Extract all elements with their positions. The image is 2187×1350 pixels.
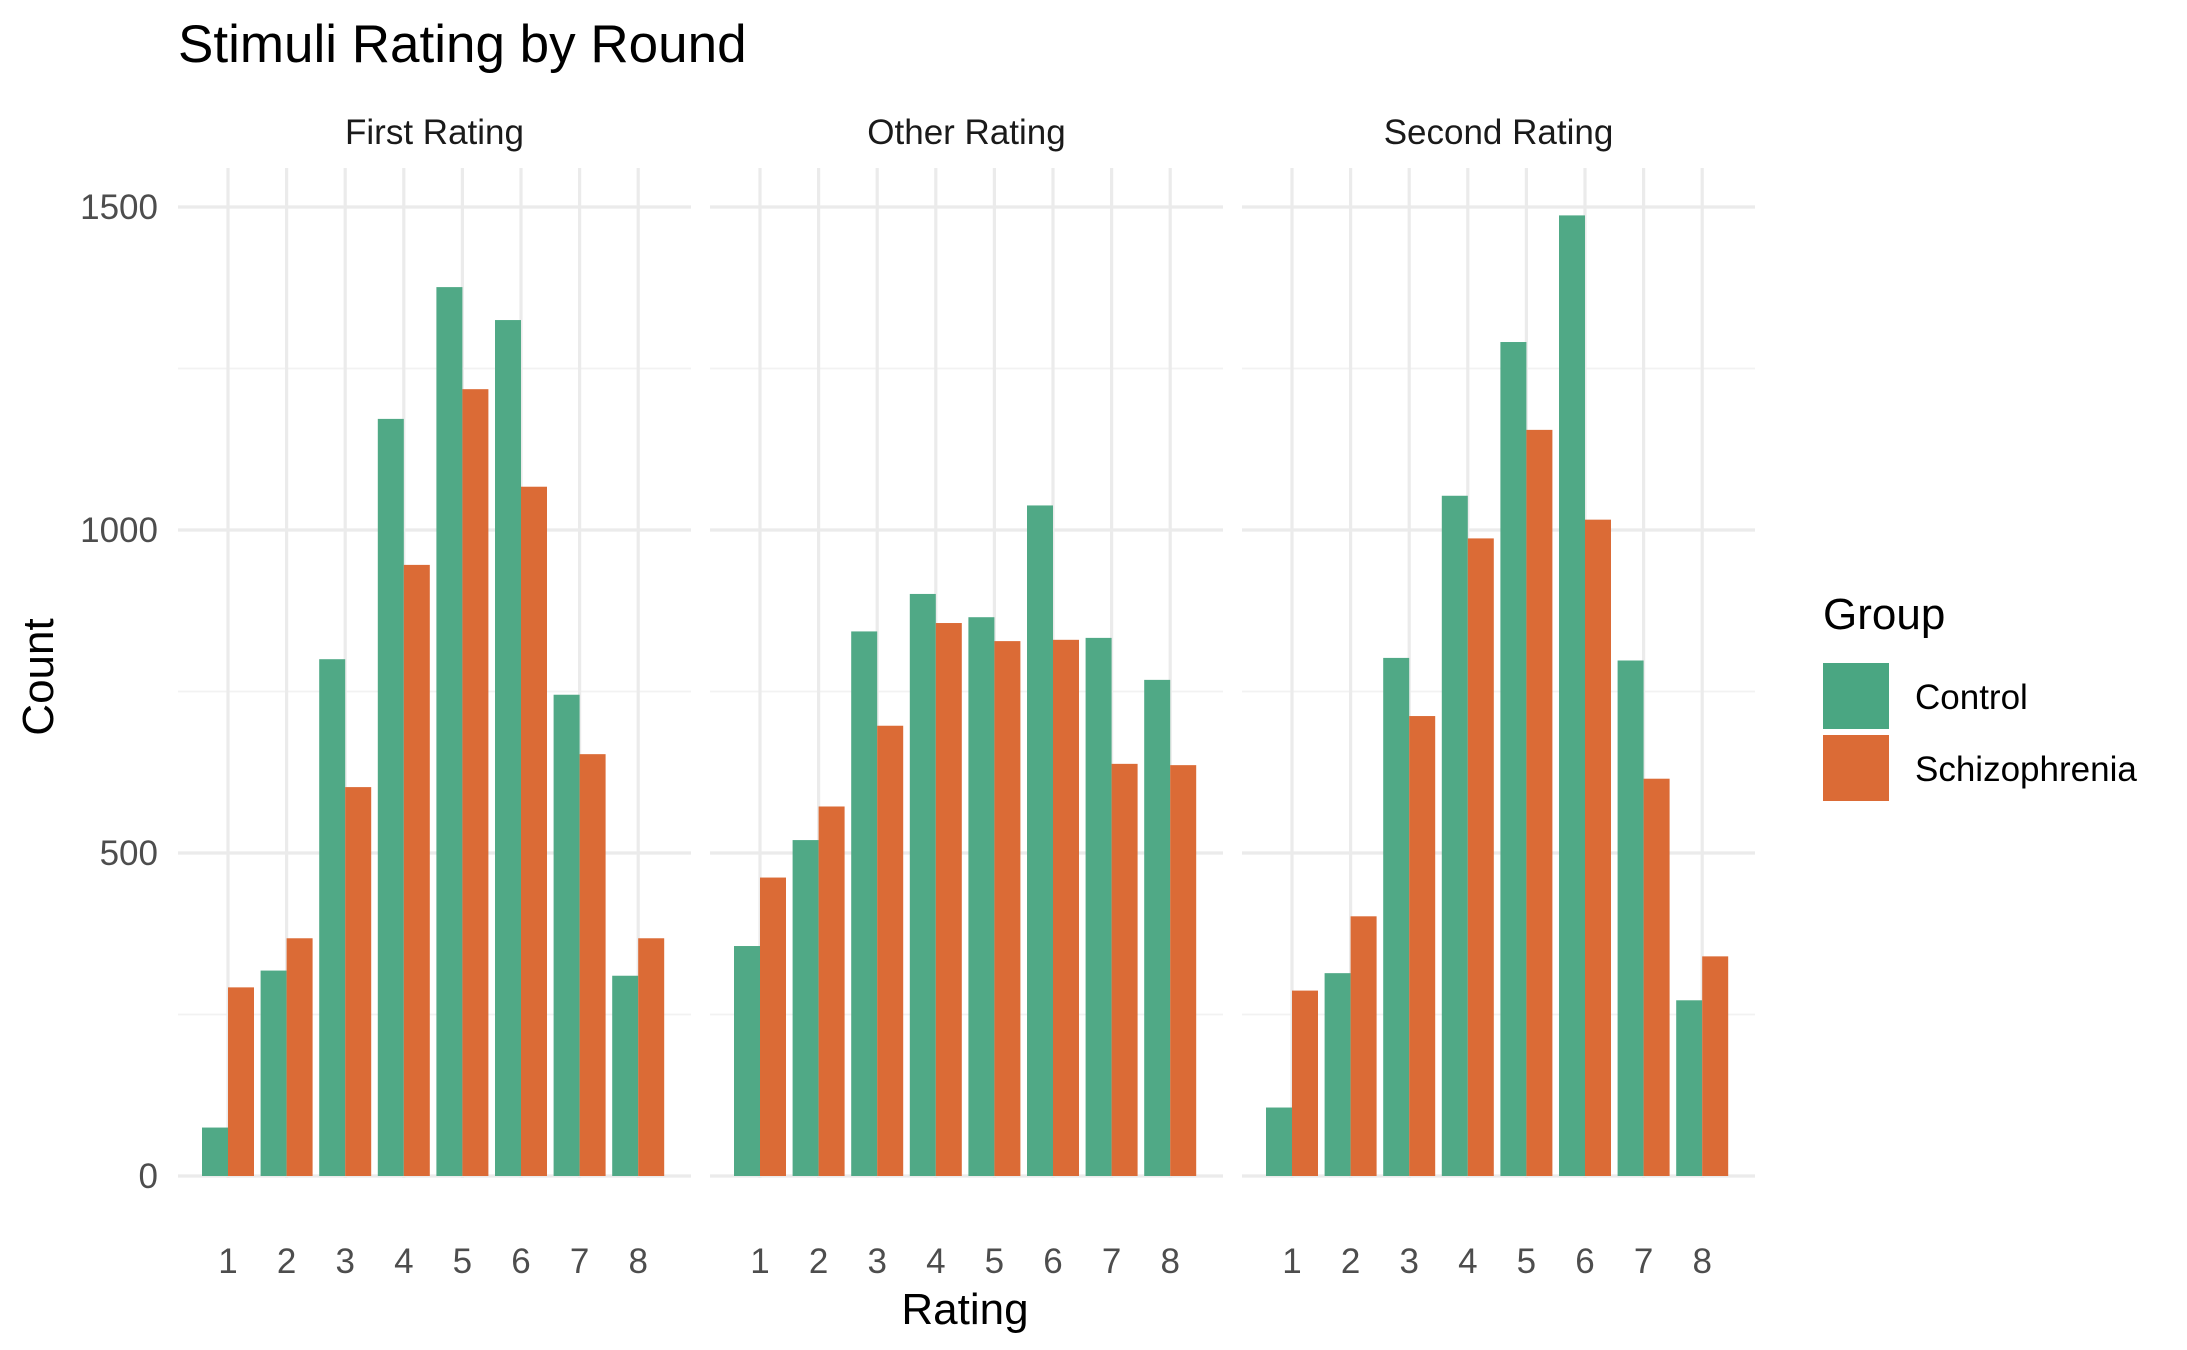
legend-label-control: Control bbox=[1915, 678, 2028, 717]
bar-schizophrenia-rating-1 bbox=[228, 987, 254, 1176]
chart-title: Stimuli Rating by Round bbox=[178, 15, 747, 74]
x-tick-label: 4 bbox=[394, 1242, 413, 1281]
legend-label-schizophrenia: Schizophrenia bbox=[1915, 750, 2137, 789]
x-tick-label: 2 bbox=[809, 1242, 828, 1281]
bar-schizophrenia-rating-6 bbox=[1053, 639, 1079, 1176]
bar-control-rating-5 bbox=[968, 617, 995, 1176]
bar-schizophrenia-rating-1 bbox=[760, 877, 786, 1176]
facet-strip-label: Second Rating bbox=[1384, 113, 1614, 152]
bar-control-rating-3 bbox=[1383, 657, 1410, 1176]
x-tick-label: 2 bbox=[277, 1242, 296, 1281]
bar-schizophrenia-rating-3 bbox=[1409, 716, 1436, 1176]
bar-schizophrenia-rating-2 bbox=[818, 806, 845, 1176]
bar-schizophrenia-rating-4 bbox=[403, 564, 430, 1176]
bar-schizophrenia-rating-8 bbox=[638, 938, 665, 1176]
bar-control-rating-7 bbox=[553, 694, 580, 1176]
bar-control-rating-8 bbox=[1144, 679, 1171, 1176]
bar-control-rating-4 bbox=[1441, 495, 1468, 1177]
bar-schizophrenia-rating-8 bbox=[1170, 765, 1197, 1176]
legend-key-control bbox=[1823, 663, 1889, 729]
x-tick-label: 2 bbox=[1341, 1242, 1360, 1281]
bar-schizophrenia-rating-4 bbox=[1467, 538, 1494, 1176]
bar-schizophrenia-rating-6 bbox=[521, 486, 547, 1176]
bar-schizophrenia-rating-4 bbox=[935, 623, 962, 1176]
facet-strip-label: Other Rating bbox=[867, 113, 1065, 152]
x-tick-label: 6 bbox=[511, 1242, 530, 1281]
bar-control-rating-5 bbox=[436, 287, 463, 1176]
bar-control-rating-7 bbox=[1617, 660, 1644, 1176]
facet-second-rating: Second Rating 1 2 3 4 5 6 7 8 bbox=[1242, 113, 1755, 1281]
x-tick-label: 6 bbox=[1043, 1242, 1062, 1281]
bar-schizophrenia-rating-5 bbox=[1526, 429, 1553, 1176]
x-tick-label: 4 bbox=[1458, 1242, 1477, 1281]
bar-control-rating-1 bbox=[1266, 1107, 1292, 1176]
x-tick-label: 3 bbox=[335, 1242, 354, 1281]
bar-control-rating-2 bbox=[792, 840, 819, 1176]
x-tick-label: 5 bbox=[1517, 1242, 1536, 1281]
bar-schizophrenia-rating-5 bbox=[994, 641, 1021, 1176]
y-tick-label: 1500 bbox=[80, 188, 158, 227]
bar-control-rating-5 bbox=[1500, 342, 1527, 1176]
y-axis-title: Count bbox=[14, 618, 63, 735]
bar-control-rating-3 bbox=[319, 659, 346, 1176]
bar-control-rating-8 bbox=[612, 975, 639, 1176]
bar-control-rating-6 bbox=[1027, 505, 1053, 1176]
legend: Group Control Schizophrenia bbox=[1823, 590, 2137, 801]
bar-control-rating-2 bbox=[1324, 973, 1351, 1176]
bar-schizophrenia-rating-2 bbox=[1350, 916, 1377, 1176]
x-tick-label: 8 bbox=[628, 1242, 647, 1281]
x-tick-label: 7 bbox=[1102, 1242, 1121, 1281]
bar-schizophrenia-rating-7 bbox=[579, 754, 606, 1176]
x-tick-label: 8 bbox=[1692, 1242, 1711, 1281]
x-tick-label: 5 bbox=[453, 1242, 472, 1281]
x-tick-label: 1 bbox=[750, 1242, 769, 1281]
bar-schizophrenia-rating-2 bbox=[286, 938, 313, 1176]
facet-other-rating: Other Rating 1 2 3 4 5 6 7 8 bbox=[710, 113, 1223, 1281]
bar-control-rating-4 bbox=[377, 418, 404, 1176]
x-tick-label: 8 bbox=[1160, 1242, 1179, 1281]
bar-control-rating-8 bbox=[1676, 1000, 1703, 1176]
bar-schizophrenia-rating-3 bbox=[877, 725, 904, 1176]
bar-schizophrenia-rating-6 bbox=[1585, 519, 1611, 1176]
bar-schizophrenia-rating-5 bbox=[462, 389, 489, 1176]
bar-control-rating-7 bbox=[1085, 637, 1112, 1176]
x-tick-label: 7 bbox=[570, 1242, 589, 1281]
x-tick-label: 1 bbox=[218, 1242, 237, 1281]
bar-control-rating-3 bbox=[851, 631, 878, 1176]
bar-control-rating-1 bbox=[202, 1127, 228, 1176]
x-tick-label: 5 bbox=[985, 1242, 1004, 1281]
y-tick-label: 1000 bbox=[80, 511, 158, 550]
facet-strip-label: First Rating bbox=[345, 113, 524, 152]
bar-control-rating-1 bbox=[734, 946, 760, 1176]
x-tick-label: 3 bbox=[1399, 1242, 1418, 1281]
y-tick-label: 0 bbox=[139, 1157, 158, 1196]
bar-schizophrenia-rating-8 bbox=[1702, 956, 1729, 1176]
bar-schizophrenia-rating-3 bbox=[345, 787, 372, 1176]
bar-schizophrenia-rating-1 bbox=[1292, 990, 1318, 1176]
x-axis-title: Rating bbox=[901, 1285, 1028, 1334]
bar-schizophrenia-rating-7 bbox=[1643, 778, 1670, 1176]
bar-schizophrenia-rating-7 bbox=[1111, 763, 1138, 1176]
legend-title: Group bbox=[1823, 590, 1945, 639]
legend-key-schizophrenia bbox=[1823, 735, 1889, 801]
y-tick-label: 500 bbox=[100, 834, 158, 873]
x-tick-label: 3 bbox=[867, 1242, 886, 1281]
bar-control-rating-2 bbox=[260, 970, 287, 1176]
bar-control-rating-6 bbox=[1559, 215, 1585, 1176]
facet-first-rating: First Rating 1 2 3 4 5 6 7 8 bbox=[178, 113, 691, 1281]
x-tick-label: 7 bbox=[1634, 1242, 1653, 1281]
bar-control-rating-4 bbox=[909, 593, 936, 1176]
x-tick-label: 4 bbox=[926, 1242, 945, 1281]
x-tick-label: 1 bbox=[1282, 1242, 1301, 1281]
bar-control-rating-6 bbox=[495, 320, 521, 1176]
x-tick-label: 6 bbox=[1575, 1242, 1594, 1281]
